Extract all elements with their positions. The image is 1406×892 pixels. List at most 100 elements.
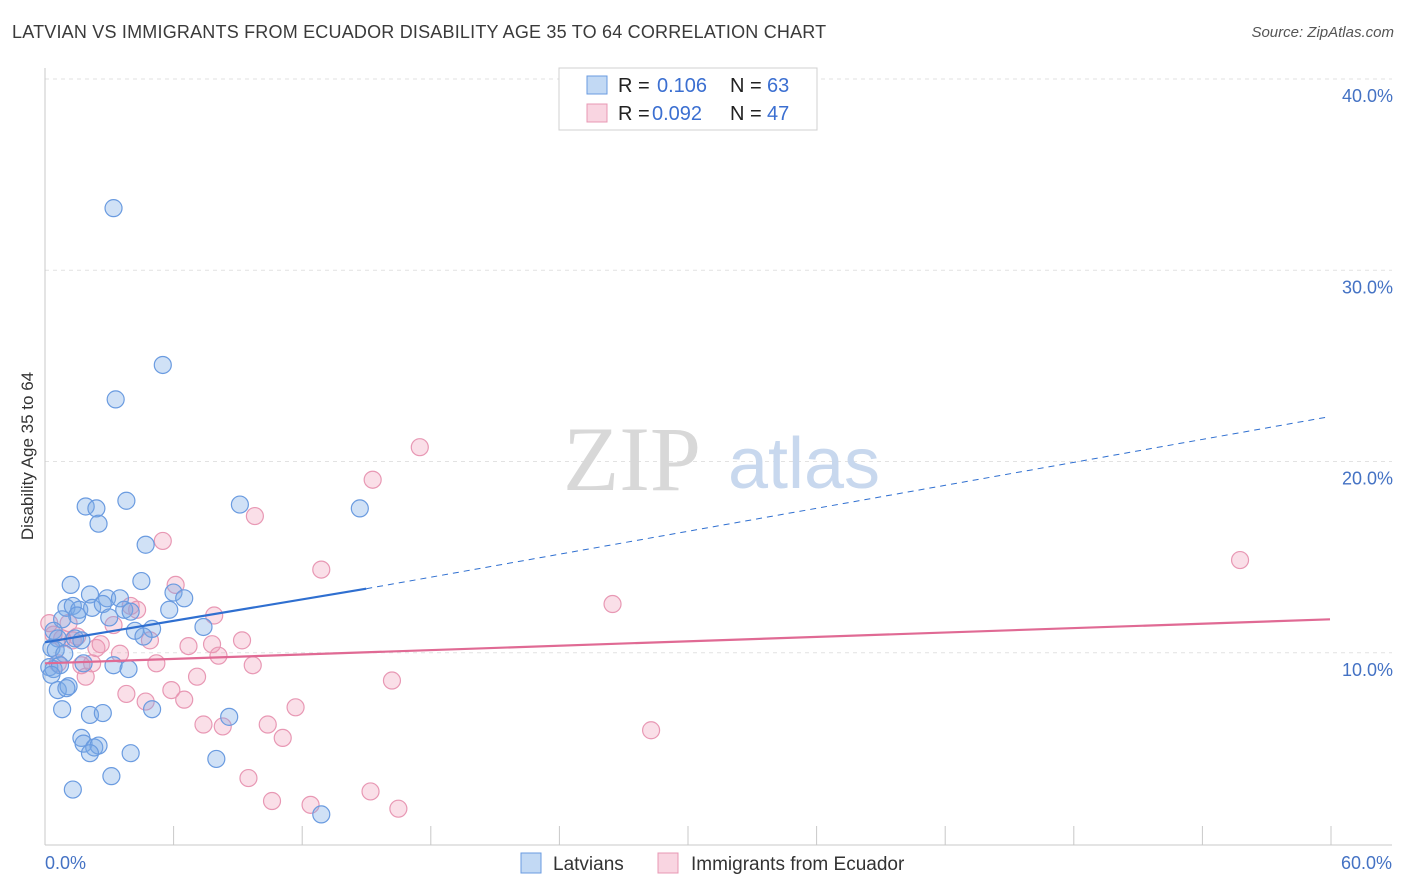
chart-title: LATVIAN VS IMMIGRANTS FROM ECUADOR DISAB…: [12, 22, 827, 42]
latvian-point: [121, 744, 140, 763]
ecuador-point: [258, 715, 277, 734]
legend-r-label-1: R =: [618, 75, 650, 97]
legend-r-label-2: R =: [618, 103, 650, 125]
trend-lines: [44, 416, 1331, 665]
latvian-point: [53, 700, 72, 719]
ecuador-point: [187, 667, 207, 686]
legend-n-label-1: N =: [730, 75, 762, 97]
ecuador-point: [312, 560, 331, 579]
series-ecuador-points: [40, 438, 1250, 818]
ecuador-trend-line: [44, 618, 1331, 665]
latvian-point: [117, 491, 136, 510]
ecuador-point: [232, 631, 252, 650]
legend-r-value-1: 0.106: [657, 75, 707, 97]
latvian-point: [207, 749, 226, 769]
latvian-point: [134, 627, 153, 646]
ecuador-point: [153, 531, 172, 551]
latvian-point: [106, 390, 125, 409]
latvian-point: [132, 571, 151, 591]
ecuador-point: [363, 470, 382, 489]
ecuador-point: [273, 728, 292, 748]
ecuador-point: [243, 656, 262, 675]
latvian-point: [142, 700, 162, 719]
latvian-point: [136, 535, 155, 554]
ecuador-point: [213, 717, 232, 736]
bottom-legend-ecuador: Immigrants from Ecuador: [691, 854, 905, 875]
ecuador-point: [1230, 550, 1250, 570]
latvian-point: [89, 514, 108, 533]
ecuador-point: [175, 690, 194, 709]
latvian-point: [121, 602, 140, 621]
ecuador-point: [286, 698, 305, 717]
latvians-trend-extension: [366, 416, 1331, 590]
y-tick-labels: 10.0% 20.0% 30.0% 40.0%: [1342, 86, 1393, 680]
latvian-point: [104, 199, 123, 218]
y-tick-label: 20.0%: [1342, 469, 1393, 489]
ecuador-point: [179, 636, 198, 656]
y-tick-label: 10.0%: [1342, 660, 1393, 680]
latvian-point: [115, 600, 134, 619]
ecuador-point: [194, 715, 213, 734]
legend-swatch-latvians: [586, 75, 608, 95]
watermark-atlas: atlas: [728, 424, 880, 504]
ecuador-point: [76, 667, 95, 686]
x-tick-label-max: 60.0%: [1341, 853, 1392, 873]
legend-n-value-2: 47: [767, 103, 789, 125]
latvian-point: [100, 608, 119, 627]
ecuador-point: [147, 654, 166, 673]
ecuador-point: [262, 791, 282, 811]
latvian-point: [63, 780, 82, 799]
bottom-legend-swatch-latvians: [520, 852, 542, 874]
ecuador-point: [202, 635, 222, 654]
ecuador-point: [389, 799, 408, 818]
latvian-point: [93, 703, 112, 723]
latvian-point: [194, 617, 213, 637]
latvian-point: [61, 575, 80, 595]
bottom-legend-latvians: Latvians: [553, 854, 624, 875]
legend-n-value-1: 63: [767, 75, 789, 97]
y-tick-label: 30.0%: [1342, 277, 1393, 297]
latvian-point: [102, 767, 121, 786]
legend-r-value-2: 0.092: [652, 103, 702, 125]
ecuador-point: [361, 782, 380, 801]
legend-n-label-2: N =: [730, 103, 762, 125]
gridlines: [45, 78, 1392, 654]
latvian-point: [68, 606, 87, 625]
ecuador-point: [162, 680, 181, 700]
ecuador-point: [382, 671, 402, 690]
latvian-point: [80, 744, 100, 763]
legend-swatch-ecuador: [586, 103, 608, 123]
latvian-point: [350, 499, 369, 518]
ecuador-point: [117, 684, 136, 704]
latvian-point: [87, 499, 106, 518]
latvian-point: [104, 656, 123, 675]
latvian-point: [164, 583, 183, 602]
ecuador-point: [641, 721, 661, 740]
y-axis-label: Disability Age 35 to 64: [18, 372, 37, 540]
bottom-legend-swatch-ecuador: [657, 852, 679, 874]
latvians-trend-line: [44, 587, 367, 644]
legend-box: R = 0.106 N = 63 R = 0.092 N = 47: [558, 67, 818, 131]
latvian-point: [119, 659, 138, 679]
latvian-point: [312, 805, 331, 824]
y-tick-label: 40.0%: [1342, 86, 1393, 106]
x-tick-label-min: 0.0%: [45, 853, 86, 873]
ecuador-point: [245, 506, 264, 526]
bottom-legend: Latvians Immigrants from Ecuador: [520, 852, 905, 875]
latvian-point: [74, 734, 93, 753]
ecuador-point: [209, 646, 228, 665]
ecuador-point: [603, 594, 622, 614]
latvian-point: [230, 495, 249, 514]
x-ticks: [173, 826, 1332, 845]
source-label: Source: ZipAtlas.com: [1251, 24, 1394, 41]
latvian-point: [74, 654, 93, 673]
ecuador-point: [410, 438, 429, 457]
watermark-zip: ZIP: [563, 408, 701, 510]
ecuador-point: [110, 644, 130, 663]
ecuador-point: [239, 768, 258, 788]
latvian-point: [42, 665, 61, 684]
ecuador-point: [127, 600, 147, 619]
latvian-point: [83, 598, 102, 617]
latvian-point: [153, 355, 172, 375]
